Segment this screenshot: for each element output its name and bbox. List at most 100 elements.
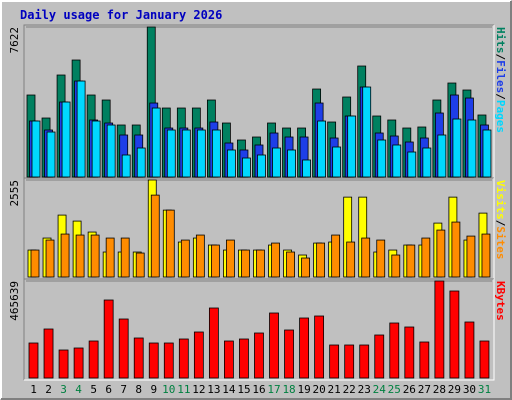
x-tick-label: 25 [388,383,401,396]
bar [286,251,295,278]
panel-border [23,177,494,279]
bar [76,80,86,178]
bar [91,120,101,178]
bar [316,242,326,278]
x-tick-label: 27 [418,383,431,396]
bar [389,322,400,379]
x-tick-label: 13 [207,383,220,396]
bar [88,340,99,379]
bar [392,144,402,178]
panel-border [23,278,494,380]
x-tick-label: 3 [60,383,67,396]
legend-entry: Visits [494,180,507,220]
bar [151,107,161,178]
bar [73,347,84,379]
x-tick-label: 30 [463,383,476,396]
bar [346,241,356,278]
bar [208,307,219,379]
bar [224,340,234,379]
bar [466,235,476,278]
bar [180,239,190,278]
x-tick-label: 23 [358,383,371,396]
legend-separator: / [494,54,507,61]
bar [452,118,462,178]
bar [106,124,116,178]
bar [43,328,54,379]
legend-entry: Hits [494,27,507,54]
bar [103,299,114,379]
bar [404,326,415,379]
bar [121,154,131,178]
bar [136,147,146,178]
bar [391,254,401,278]
x-tick-label: 31 [478,383,491,396]
legend-entry: Sites [494,226,507,259]
bar [331,234,341,278]
x-tick-label: 7 [120,383,127,396]
bar [362,86,372,178]
bar [58,349,69,379]
bar [105,237,115,278]
y-tick-label: 2555 [8,180,21,207]
bar [482,129,492,178]
bar [359,344,370,379]
bar [376,239,386,278]
bar [75,234,85,278]
x-tick-label: 10 [162,383,175,396]
panel-border [24,279,495,381]
bar [118,318,129,379]
x-tick-label: 9 [150,383,157,396]
bar [302,159,311,178]
y-tick-label: 7622 [8,27,21,54]
bar [163,342,174,379]
x-tick-label: 28 [433,383,446,396]
bar [407,151,417,178]
x-tick-label: 21 [328,383,341,396]
bar [347,115,357,178]
bar [467,119,477,178]
bar [133,337,144,379]
bar [361,237,371,278]
x-tick-label: 4 [75,383,82,396]
x-tick-label: 16 [252,383,265,396]
bar [148,342,159,379]
bar [449,290,460,379]
x-tick-label: 15 [237,383,250,396]
bar [239,338,249,379]
bar [464,321,475,379]
bar [193,331,204,379]
x-tick-label: 12 [192,383,205,396]
bar [165,209,175,278]
bar [374,334,385,379]
bar [181,129,191,178]
bar [437,134,447,178]
bar [314,315,325,379]
bar [481,233,491,278]
bar [211,129,221,178]
bar [284,329,294,379]
bar [60,233,70,278]
x-tick-label: 26 [403,383,416,396]
x-tick-label: 17 [267,383,280,396]
bar [28,342,39,379]
bar [344,344,355,379]
bar [46,131,56,178]
bar [299,317,309,379]
x-tick-label: 2 [45,383,52,396]
x-tick-label: 29 [448,383,461,396]
y-tick-label: 465639 [8,281,21,321]
bar [377,139,387,178]
bar [166,129,176,178]
x-tick-label: 5 [90,383,97,396]
bar [226,239,235,278]
bar [272,147,281,178]
bar [256,249,265,278]
legend: KBytes [494,281,507,321]
x-tick-label: 11 [177,383,190,396]
bar [90,234,100,278]
bar [451,221,461,278]
x-tick-label: 18 [282,383,295,396]
bar [419,341,430,379]
bar [421,237,431,278]
